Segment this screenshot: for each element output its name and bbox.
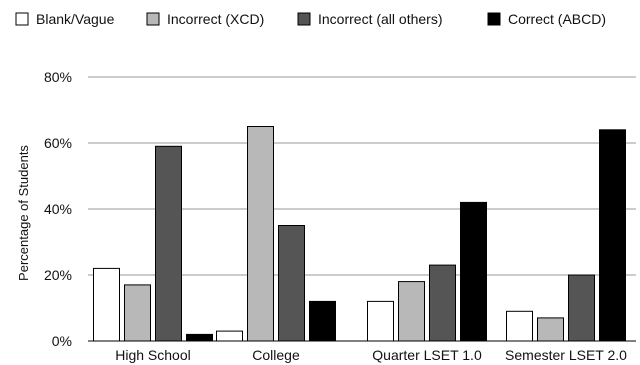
bar xyxy=(186,333,213,342)
legend-swatch xyxy=(15,12,29,26)
bar xyxy=(460,201,487,342)
bar xyxy=(155,145,182,342)
y-tick-label: 60% xyxy=(44,135,72,151)
bar xyxy=(367,300,394,342)
y-tick-label: 40% xyxy=(44,201,72,217)
y-tick-label: 80% xyxy=(44,69,72,85)
bars xyxy=(93,126,626,342)
legend-label: Incorrect (all others) xyxy=(318,11,442,27)
legend: Blank/Vague Incorrect (XCD) Incorrect (all… xyxy=(15,11,606,27)
x-tick-label: Quarter LSET 1.0 xyxy=(372,347,482,363)
bar xyxy=(124,284,151,342)
bar xyxy=(568,274,595,342)
y-tick-label: 20% xyxy=(44,267,72,283)
legend-swatch xyxy=(487,12,501,26)
x-tick-labels: High School College Quarter LSET 1.0 Semest… xyxy=(115,347,627,363)
bar xyxy=(247,126,274,342)
legend-label: Blank/Vague xyxy=(36,11,115,27)
y-tick-labels: 0% 20% 40% 60% 80% xyxy=(44,69,72,349)
bar xyxy=(278,225,305,342)
bar xyxy=(93,267,120,342)
legend-swatch xyxy=(146,12,160,26)
x-tick-label: Semester LSET 2.0 xyxy=(505,347,627,363)
x-tick-label: High School xyxy=(115,347,191,363)
bar xyxy=(537,317,564,342)
x-tick-label: College xyxy=(252,347,300,363)
y-tick-label: 0% xyxy=(52,333,72,349)
bar xyxy=(309,300,336,342)
legend-label: Incorrect (XCD) xyxy=(167,11,264,27)
y-axis-label: Percentage of Students xyxy=(16,145,31,281)
bar xyxy=(398,281,425,342)
bar xyxy=(429,264,456,342)
bar xyxy=(506,310,533,342)
bar xyxy=(599,129,626,342)
legend-label: Correct (ABCD) xyxy=(508,11,606,27)
legend-swatch xyxy=(297,12,311,26)
bar xyxy=(216,330,243,342)
